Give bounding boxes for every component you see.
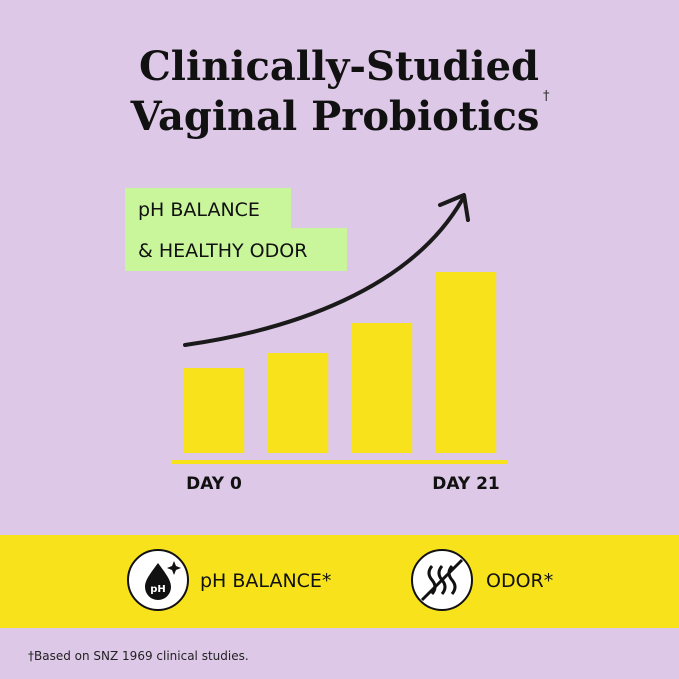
arrow-head xyxy=(438,193,470,222)
bar xyxy=(351,323,413,453)
bar xyxy=(435,272,497,453)
footnote: †Based on SNZ 1969 clinical studies. xyxy=(28,649,249,663)
bar xyxy=(267,353,329,453)
sparkle xyxy=(167,561,181,575)
x-tick-label: DAY 21 xyxy=(432,474,500,494)
annotation-box xyxy=(125,188,291,230)
x-tick-label: DAY 0 xyxy=(186,474,242,494)
annotation: & HEALTHY ODOR xyxy=(138,240,307,262)
annotation: pH BALANCE xyxy=(138,199,260,221)
strike xyxy=(420,558,464,602)
ph-glyph: pH xyxy=(150,584,166,595)
trend-arrow xyxy=(183,198,464,347)
title-line: Vaginal Probiotics xyxy=(130,93,540,140)
drop xyxy=(145,563,171,600)
bar xyxy=(183,368,245,453)
annotation-box xyxy=(125,228,347,271)
title-line: Clinically-Studied xyxy=(139,43,539,90)
benefit: ODOR* xyxy=(486,570,553,592)
title-mark: † xyxy=(543,89,550,104)
benefit-band xyxy=(0,535,679,628)
bars xyxy=(183,272,497,453)
benefit: pH BALANCE* xyxy=(200,570,331,592)
